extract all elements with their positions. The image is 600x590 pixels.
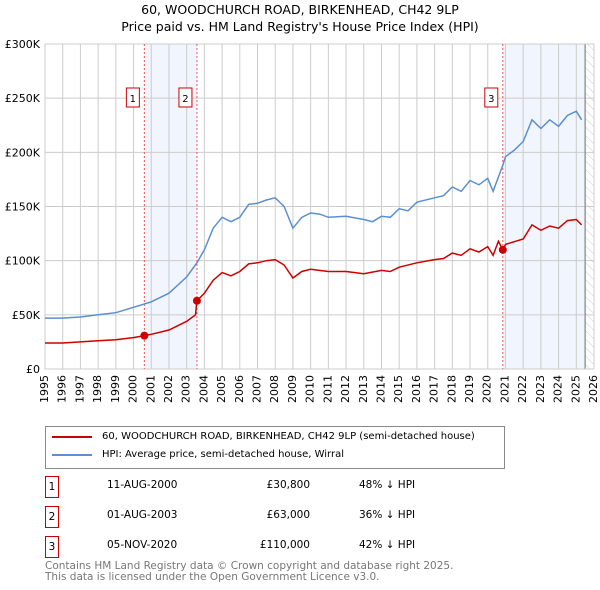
x-tick-label: 2000	[127, 375, 140, 403]
x-tick-label: 2010	[304, 375, 317, 403]
x-tick-label: 2006	[233, 375, 246, 403]
sale-hpi: 48% ↓ HPI	[359, 479, 416, 491]
y-tick-label: £300K	[5, 38, 41, 51]
chart-title: 60, WOODCHURCH ROAD, BIRKENHEAD, CH42 9L…	[141, 2, 459, 17]
sale-label: 2	[182, 94, 188, 105]
sale-row: 2 01-AUG-2003 £63,000 36% ↓ HPI	[45, 506, 445, 528]
x-tick-label: 2026	[587, 375, 600, 403]
footer: Contains HM Land Registry data © Crown c…	[45, 561, 453, 583]
sale-badge: 1	[45, 476, 59, 498]
sale-hpi: 42% ↓ HPI	[359, 539, 416, 551]
sale-label: 1	[130, 94, 136, 105]
x-tick-label: 2022	[516, 375, 529, 403]
sale-hpi: 36% ↓ HPI	[359, 509, 416, 521]
series-line	[45, 110, 583, 319]
x-tick-label: 2011	[321, 375, 334, 403]
x-tick-label: 2008	[268, 375, 281, 403]
x-tick-label: 1995	[38, 375, 51, 403]
sale-row: 1 11-AUG-2000 £30,800 48% ↓ HPI	[45, 476, 445, 498]
x-tick-label: 2019	[463, 375, 476, 403]
sale-point	[498, 245, 507, 254]
x-tick-label: 2009	[286, 375, 299, 403]
sale-date: 05-NOV-2020	[107, 539, 178, 551]
sale-label: 3	[488, 94, 494, 105]
y-tick-label: £150K	[5, 201, 41, 214]
x-tick-label: 2007	[251, 375, 264, 403]
x-tick-label: 1999	[109, 375, 122, 403]
x-tick-label: 1997	[73, 375, 86, 403]
x-tick-label: 2023	[534, 375, 547, 403]
sale-label-box	[484, 87, 499, 108]
sale-date: 01-AUG-2003	[107, 509, 178, 521]
chart-subtitle: Price paid vs. HM Land Registry's House …	[121, 19, 479, 34]
legend-red-line	[52, 435, 92, 438]
sale-badge: 2	[45, 506, 59, 528]
sale-label-box	[125, 87, 140, 108]
x-tick-label: 1996	[56, 375, 69, 403]
footer-line-2: This data is licensed under the Open Gov…	[45, 571, 380, 583]
sale-point	[192, 296, 201, 305]
sale-price: £30,800	[266, 479, 310, 491]
x-tick-label: 1998	[91, 375, 104, 403]
y-tick-label: £50K	[12, 309, 41, 322]
legend-blue-label: HPI: Average price, semi-detached house,…	[102, 449, 345, 460]
y-tick-label: £100K	[5, 255, 41, 268]
x-tick-label: 2013	[357, 375, 370, 403]
sale-date: 11-AUG-2000	[107, 479, 178, 491]
y-tick-label: £200K	[5, 146, 41, 159]
x-tick-label: 2021	[498, 375, 511, 403]
x-tick-label: 2015	[392, 375, 405, 403]
sale-label-box	[178, 87, 193, 108]
sale-point	[140, 331, 149, 340]
sale-price: £63,000	[266, 509, 310, 521]
x-tick-label: 2025	[569, 375, 582, 403]
sale-badge: 3	[45, 536, 59, 558]
x-tick-label: 2017	[428, 375, 441, 403]
plot-frame	[44, 43, 595, 370]
x-tick-label: 2002	[162, 375, 175, 403]
sale-row: 3 05-NOV-2020 £110,000 42% ↓ HPI	[45, 536, 445, 558]
x-tick-label: 2003	[180, 375, 193, 403]
sale-price: £110,000	[259, 539, 310, 551]
x-tick-label: 2014	[374, 375, 387, 403]
y-tick-label: £0	[26, 363, 40, 376]
x-tick-label: 2012	[339, 375, 352, 403]
x-tick-label: 2001	[144, 375, 157, 403]
x-tick-label: 2018	[445, 375, 458, 403]
x-tick-label: 2024	[552, 375, 565, 403]
y-tick-label: £250K	[5, 92, 41, 105]
series-line	[45, 218, 583, 344]
legend: 60, WOODCHURCH ROAD, BIRKENHEAD, CH42 9L…	[45, 426, 505, 469]
x-tick-label: 2004	[197, 375, 210, 403]
legend-blue-line	[52, 453, 92, 456]
price-chart: 1995 1996 1997 1998 1999 2000 2001 2002 2003 2004…	[5, 38, 600, 403]
x-tick-label: 2020	[481, 375, 494, 403]
x-tick-label: 2005	[215, 375, 228, 403]
footer-line-1: Contains HM Land Registry data © Crown c…	[45, 560, 454, 572]
x-tick-label: 2016	[410, 375, 423, 403]
legend-red-label: 60, WOODCHURCH ROAD, BIRKENHEAD, CH42 9L…	[102, 431, 475, 442]
